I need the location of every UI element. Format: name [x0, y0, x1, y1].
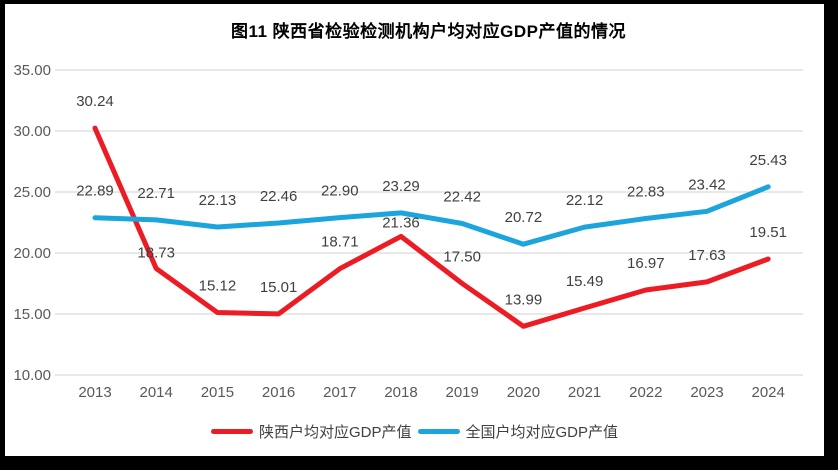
data-label-series1: 22.90: [321, 183, 359, 200]
x-axis-label: 2021: [568, 384, 601, 401]
y-axis-label: 15.00: [13, 306, 51, 323]
y-axis-label: 35.00: [13, 62, 51, 79]
y-axis-label: 10.00: [13, 367, 51, 384]
data-label-series0: 18.73: [137, 244, 175, 261]
x-axis-label: 2016: [262, 384, 295, 401]
legend-item-national: 全国户均对应GDP产值: [417, 421, 619, 442]
data-label-series1: 22.71: [137, 185, 175, 202]
data-label-series1: 22.12: [566, 192, 604, 209]
legend-label-national: 全国户均对应GDP产值: [465, 423, 619, 441]
series-line-0: [92, 125, 771, 329]
data-label-series1: 22.42: [443, 188, 481, 205]
x-axis-label: 2018: [384, 384, 417, 401]
y-axis-label: 30.00: [13, 123, 51, 140]
data-label-series1: 22.13: [199, 192, 237, 209]
legend-swatch-national-blue-line: [417, 428, 460, 434]
line-chart: 35.00 30.00 25.00 20.00 15.00 10.00 2013 2014 20…: [13, 62, 803, 401]
data-label-series1: 22.83: [627, 183, 665, 200]
legend: 陕西户均对应GDP产值 全国户均对应GDP产值: [5, 418, 824, 444]
data-label-series0: 15.01: [260, 279, 298, 296]
x-axis-label: 2015: [201, 384, 234, 401]
data-label-series1: 25.43: [749, 152, 787, 169]
x-axis-label: 2024: [752, 384, 785, 401]
x-axis-label: 2020: [507, 384, 540, 401]
x-axis-label: 2013: [78, 384, 111, 401]
chart-frame: 图11 陕西省检验检测机构户均对应GDP产值的情况 35.00 30.00 25.0…: [5, 4, 824, 456]
x-axis-label: 2023: [690, 384, 723, 401]
data-label-series0: 30.24: [76, 93, 114, 110]
series-line-1: [92, 184, 771, 247]
data-label-series1: 22.89: [76, 183, 114, 200]
data-label-series0: 17.63: [688, 247, 726, 264]
data-label-series0: 16.97: [627, 255, 665, 272]
data-label-series1: 22.46: [260, 188, 298, 205]
x-axis-label: 2014: [140, 384, 173, 401]
data-label-series0: 17.50: [443, 249, 481, 266]
x-axis-label: 2022: [629, 384, 662, 401]
y-axis-label: 25.00: [13, 184, 51, 201]
y-axis-label: 20.00: [13, 245, 51, 262]
legend-swatch-shaanxi-red-line: [210, 428, 253, 434]
x-axis-label: 2019: [446, 384, 479, 401]
data-label-series0: 13.99: [505, 291, 543, 308]
data-label-series1: 23.42: [688, 176, 726, 193]
data-label-series0: 18.71: [321, 234, 359, 251]
legend-label-shaanxi: 陕西户均对应GDP产值: [258, 423, 412, 441]
data-label-series0: 15.12: [199, 278, 237, 295]
data-label-series1: 23.29: [382, 178, 420, 195]
chart-title: 图11 陕西省检验检测机构户均对应GDP产值的情况: [230, 22, 627, 41]
data-label-series0: 19.51: [749, 224, 787, 241]
data-label-series0: 15.49: [566, 273, 604, 290]
legend-item-shaanxi: 陕西户均对应GDP产值: [210, 421, 412, 442]
data-label-series1: 20.72: [505, 209, 543, 226]
data-label-series0: 21.36: [382, 214, 420, 231]
x-axis-label: 2017: [323, 384, 356, 401]
